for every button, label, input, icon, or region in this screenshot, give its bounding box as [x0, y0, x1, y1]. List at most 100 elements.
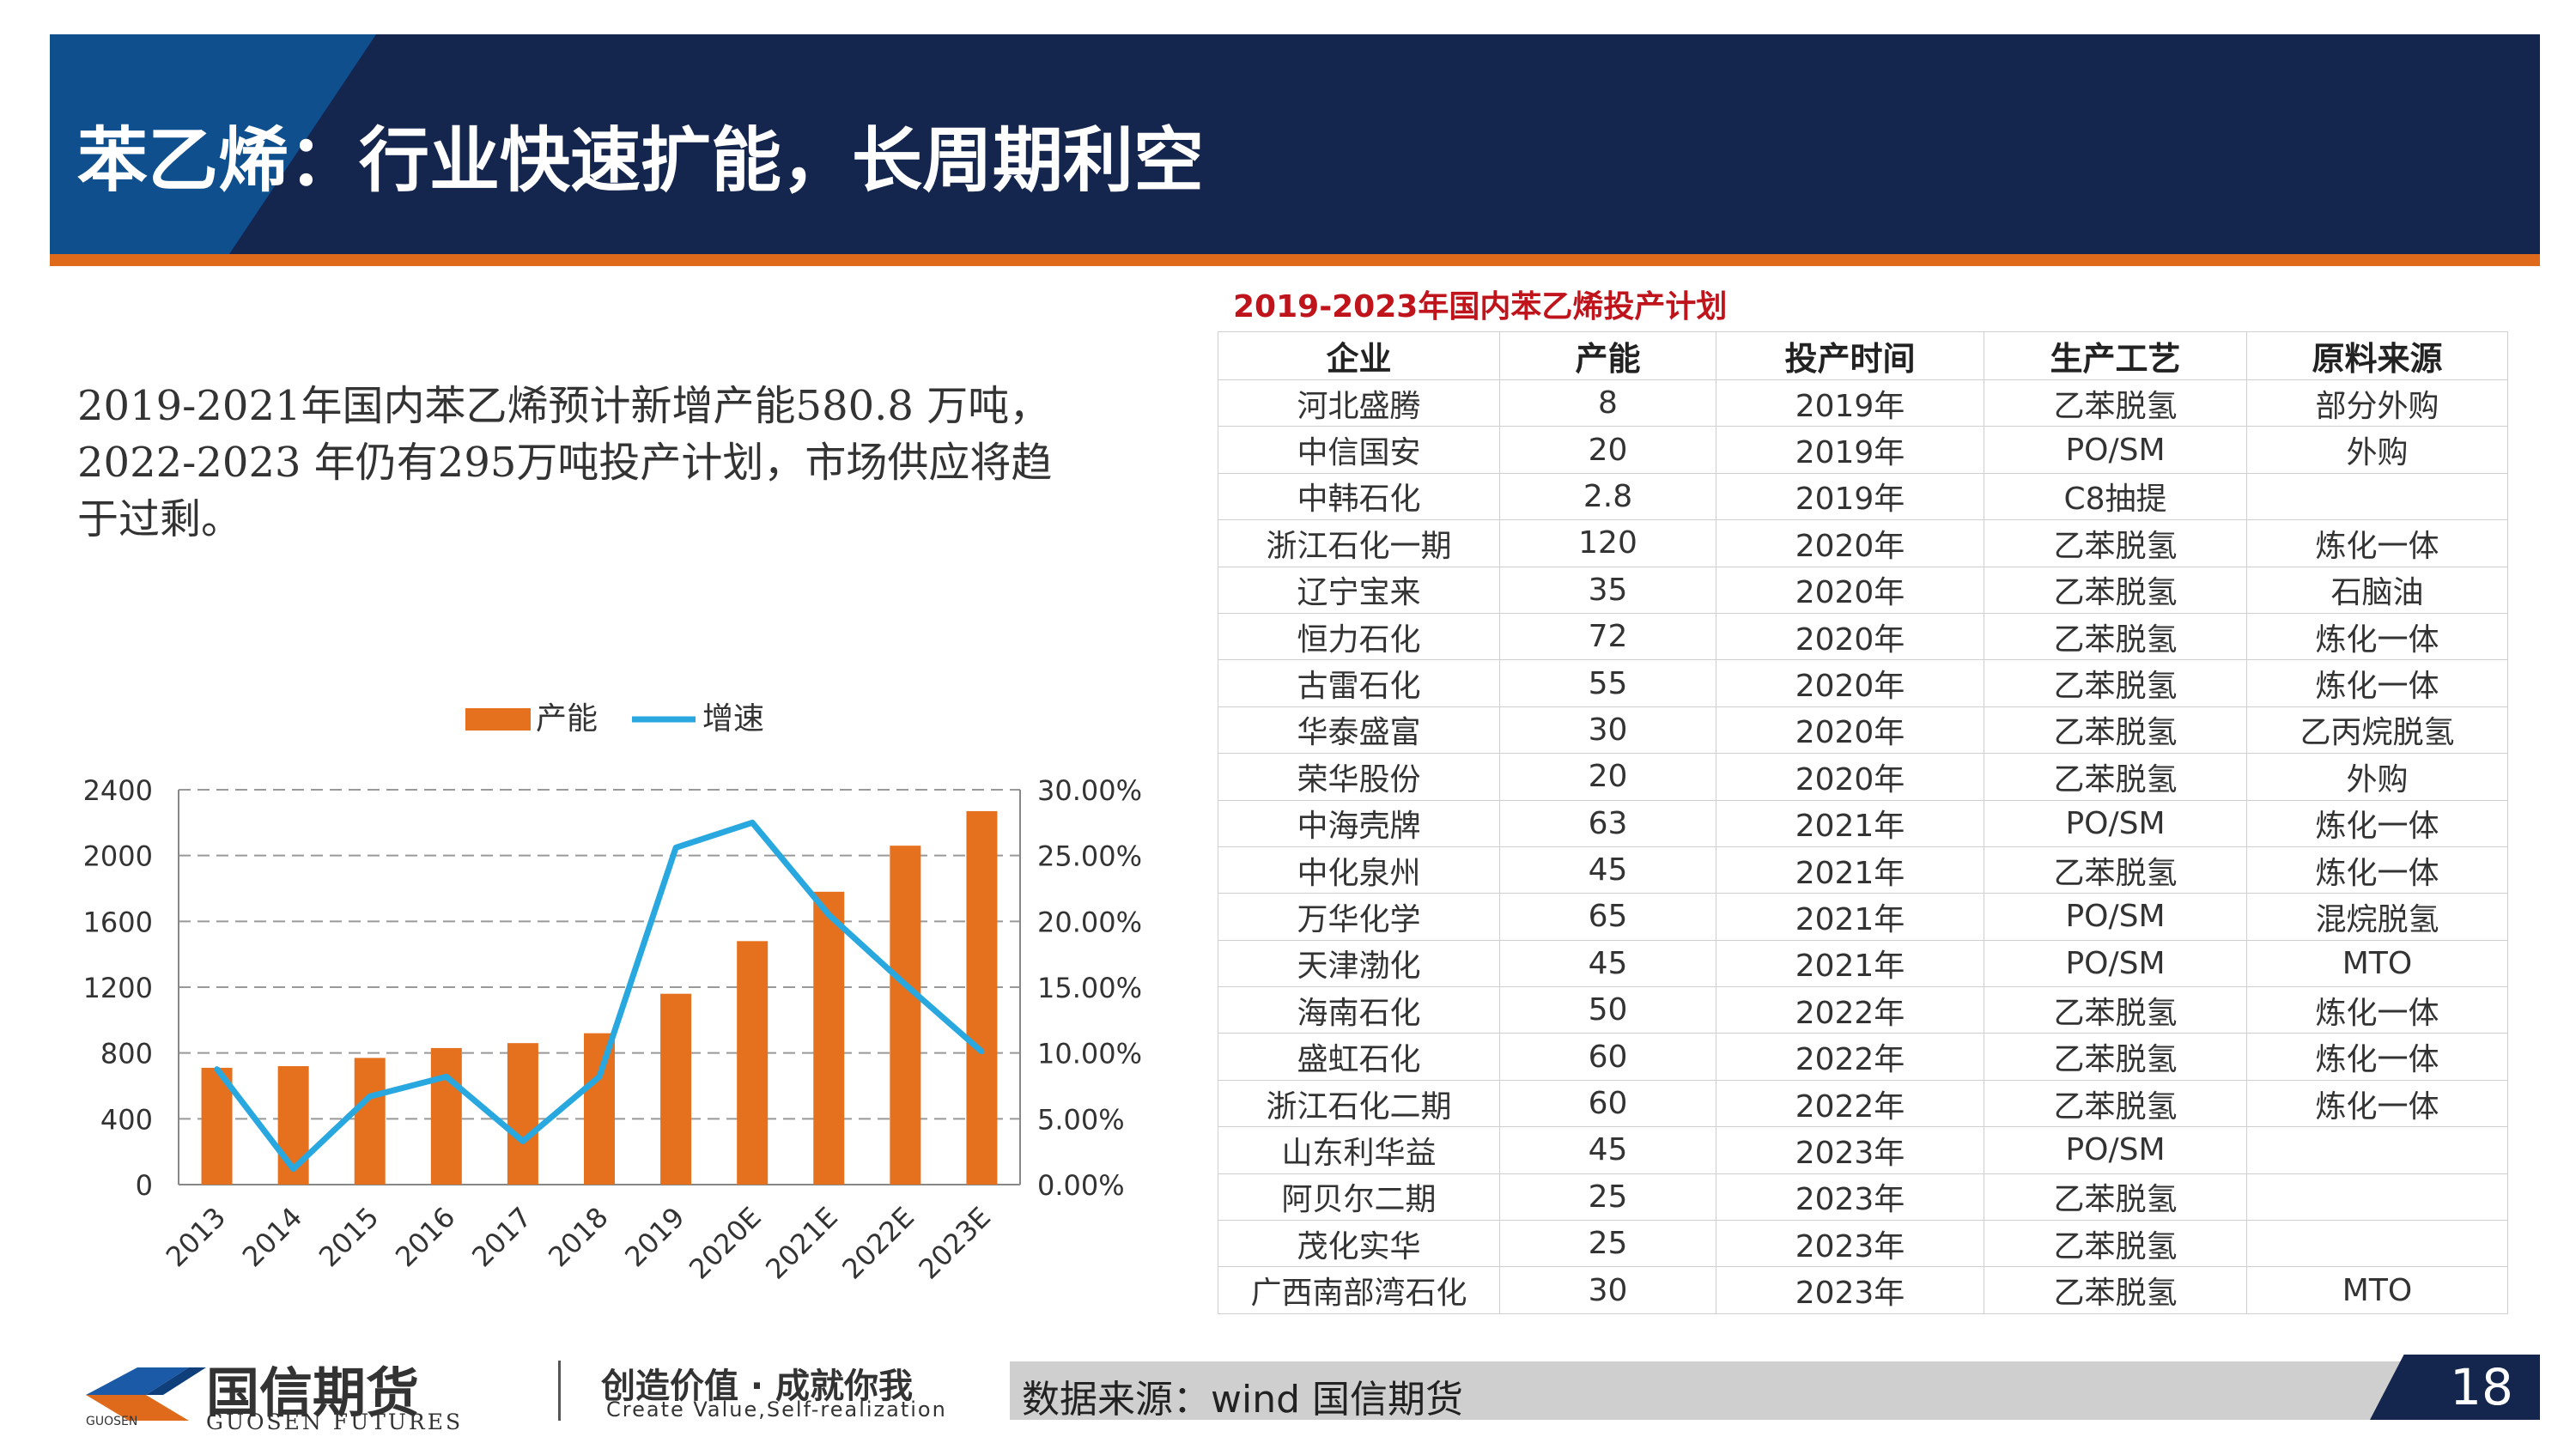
table-cell: 45 — [1499, 846, 1716, 894]
table-row: 天津渤化 45 2021年 PO/SM MTO — [1218, 939, 2508, 988]
page-number: 18 — [2450, 1358, 2513, 1416]
x-tick-label: 2019 — [618, 1201, 690, 1273]
growth-point — [902, 981, 908, 987]
x-tick-label: 2023E — [912, 1201, 997, 1286]
table-cell: 盛虹石化 — [1218, 1033, 1500, 1081]
table-cell: 30 — [1499, 706, 1716, 755]
table-cell: 25 — [1499, 1173, 1716, 1222]
table-cell: 2022年 — [1716, 1033, 1984, 1081]
bar-capacity — [430, 1047, 462, 1185]
table-cell: 乙苯脱氢 — [1984, 1033, 2247, 1081]
bar-capacity — [890, 846, 921, 1185]
table-cell: 2020年 — [1716, 753, 1984, 801]
growth-point — [290, 1166, 296, 1172]
table-cell: PO/SM — [1984, 893, 2247, 941]
capacity-chart: 0 0.00% 400 5.00% 800 10.00% 1200 15.00% 1600 20.… — [83, 701, 1142, 1286]
table-cell: 63 — [1499, 799, 1716, 847]
table-cell: 恒力石化 — [1218, 612, 1500, 661]
table-cell: 2019年 — [1716, 426, 1984, 474]
table-cell: 中海壳牌 — [1218, 799, 1500, 847]
y-right-tick-label: 30.00% — [1037, 774, 1142, 807]
table-cell: 乙苯脱氢 — [1984, 1220, 2247, 1268]
y-left-tick-label: 0 — [136, 1169, 153, 1202]
table-header-cell: 投产时间 — [1716, 331, 1984, 380]
growth-point — [519, 1138, 526, 1144]
table-cell: 60 — [1499, 1079, 1716, 1128]
table-cell: 天津渤化 — [1218, 939, 1500, 988]
table-row: 中海壳牌 63 2021年 PO/SM 炼化一体 — [1218, 799, 2508, 847]
slide-title: 苯乙烯：行业快速扩能，长周期利空 — [77, 120, 1205, 202]
slogan-english: Create Value,Self-realization — [606, 1397, 947, 1422]
legend-swatch-capacity — [465, 708, 531, 731]
table-cell: 阿贝尔二期 — [1218, 1173, 1500, 1222]
growth-point — [979, 1049, 985, 1055]
growth-point — [826, 912, 832, 918]
table-cell: 乙苯脱氢 — [1984, 379, 2247, 427]
y-right-tick-label: 10.00% — [1037, 1038, 1142, 1070]
table-cell: 中信国安 — [1218, 426, 1500, 474]
header-orange-stripe — [50, 254, 2540, 266]
y-left-tick-label: 800 — [100, 1038, 153, 1070]
table-cell: 乙苯脱氢 — [1984, 1173, 2247, 1222]
table-cell: 2023年 — [1716, 1126, 1984, 1174]
table-cell: 25 — [1499, 1220, 1716, 1268]
description-text: 2019-2021年国内苯乙烯预计新增产能580.8 万吨，2022-2023 … — [77, 382, 1053, 543]
table-cell: 浙江石化二期 — [1218, 1079, 1500, 1128]
table-cell: 50 — [1499, 986, 1716, 1034]
bar-capacity — [737, 941, 769, 1185]
table-cell: 35 — [1499, 566, 1716, 614]
table-cell: 乙苯脱氢 — [1984, 1079, 2247, 1128]
table-row: 古雷石化 55 2020年 乙苯脱氢 炼化一体 — [1218, 659, 2508, 707]
table-cell: 乙丙烷脱氢 — [2246, 706, 2508, 755]
capacity-plan-table: 2019-2023年国内苯乙烯投产计划 企业 产能 投产时间 生产工艺 原料来源 河北盛… — [1218, 283, 2508, 1314]
table-row: 恒力石化 72 2020年 乙苯脱氢 炼化一体 — [1218, 612, 2508, 661]
table-row: 山东利华益 45 2023年 PO/SM — [1218, 1126, 2508, 1174]
table-cell: 海南石化 — [1218, 986, 1500, 1034]
table-cell — [2246, 472, 2508, 521]
x-tick-label: 2018 — [542, 1201, 614, 1273]
table-header-cell: 生产工艺 — [1984, 331, 2247, 380]
growth-point — [673, 845, 679, 851]
table-cell: 中化泉州 — [1218, 846, 1500, 894]
table-cell — [2246, 1220, 2508, 1268]
table-cell: 45 — [1499, 1126, 1716, 1174]
table-header-cell: 产能 — [1499, 331, 1716, 380]
table-row: 中信国安 20 2019年 PO/SM 外购 — [1218, 426, 2508, 474]
bar-capacity — [507, 1043, 538, 1185]
logo-chinese-name: 国信期货 — [206, 1361, 420, 1424]
table-cell: MTO — [2246, 1266, 2508, 1314]
table-row: 万华化学 65 2021年 PO/SM 混烷脱氢 — [1218, 893, 2508, 941]
table-cell: C8抽提 — [1984, 472, 2247, 521]
table-cell: 45 — [1499, 939, 1716, 988]
bar-capacity — [354, 1058, 386, 1185]
table-row: 华泰盛富 30 2020年 乙苯脱氢 乙丙烷脱氢 — [1218, 706, 2508, 755]
table-cell: 2022年 — [1716, 986, 1984, 1034]
x-tick-label: 2020E — [683, 1201, 768, 1286]
y-right-tick-label: 20.00% — [1037, 906, 1142, 938]
table-row: 浙江石化一期 120 2020年 乙苯脱氢 炼化一体 — [1218, 519, 2508, 567]
table-cell: 2023年 — [1716, 1266, 1984, 1314]
y-right-tick-label: 25.00% — [1037, 840, 1142, 873]
table-cell: 乙苯脱氢 — [1984, 753, 2247, 801]
x-tick-label: 2022E — [835, 1201, 920, 1286]
table-cell: 乙苯脱氢 — [1984, 706, 2247, 755]
table-cell: PO/SM — [1984, 799, 2247, 847]
table-cell: 20 — [1499, 426, 1716, 474]
growth-point — [443, 1074, 449, 1080]
table-cell: 炼化一体 — [2246, 1033, 2508, 1081]
table-cell: 山东利华益 — [1218, 1126, 1500, 1174]
table-row: 中化泉州 45 2021年 乙苯脱氢 炼化一体 — [1218, 846, 2508, 894]
x-tick-label: 2017 — [465, 1201, 538, 1273]
table-cell: PO/SM — [1984, 426, 2247, 474]
data-source: 数据来源：wind 国信期货 — [1022, 1378, 1464, 1422]
table-row: 荣华股份 20 2020年 乙苯脱氢 外购 — [1218, 753, 2508, 801]
growth-point — [597, 1074, 602, 1080]
table-row: 辽宁宝来 35 2020年 乙苯脱氢 石脑油 — [1218, 566, 2508, 614]
table-cell: 中韩石化 — [1218, 472, 1500, 521]
growth-point — [750, 820, 756, 826]
table-cell — [2246, 1173, 2508, 1222]
table-cell: 2019年 — [1716, 472, 1984, 521]
table-cell: 炼化一体 — [2246, 612, 2508, 661]
table-cell: 55 — [1499, 659, 1716, 707]
bar-capacity — [966, 810, 998, 1185]
